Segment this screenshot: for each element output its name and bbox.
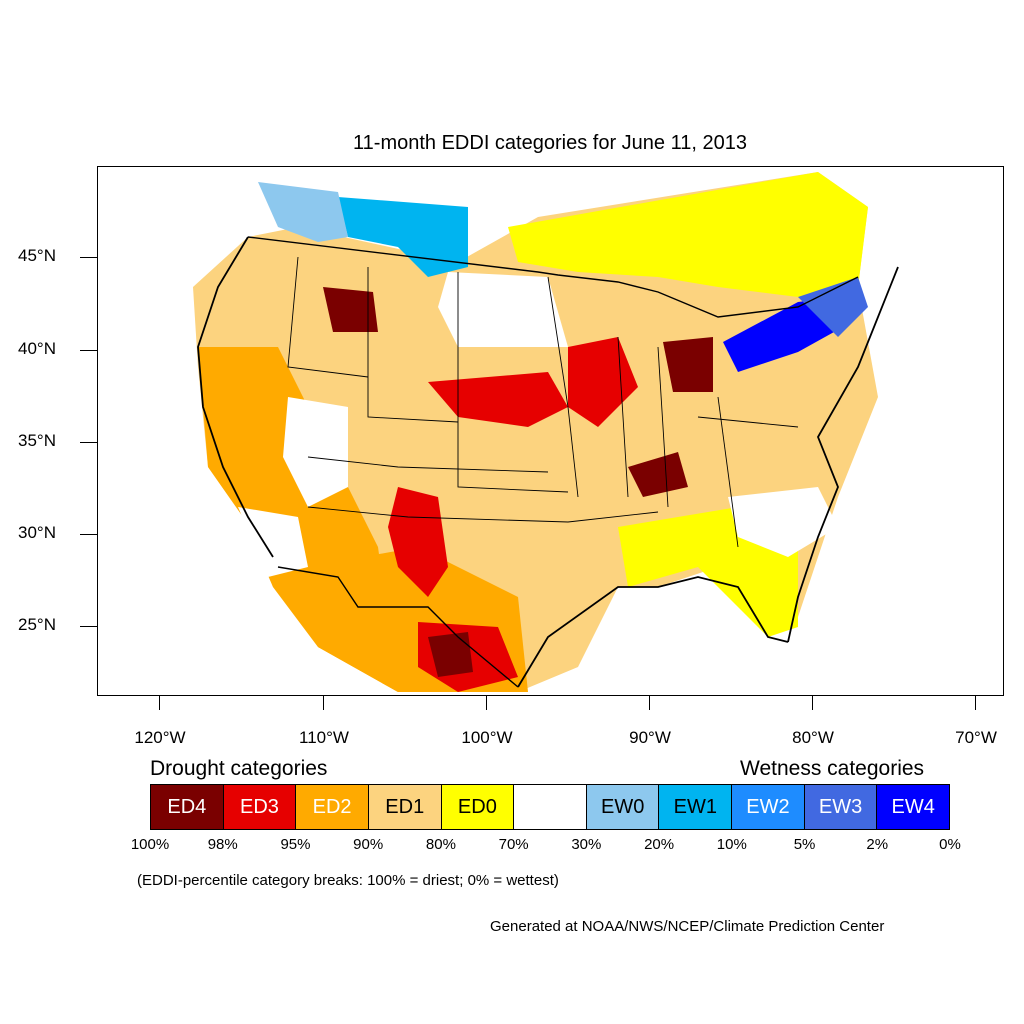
legend-percent-label: 20% <box>644 836 675 853</box>
region-southern-california-normal <box>238 507 308 577</box>
region-midwest-ed3 <box>568 337 638 427</box>
lon-label: 100°W <box>461 728 513 747</box>
legend-cell-ew0: EW0 <box>586 785 660 829</box>
lat-tick <box>80 626 97 627</box>
legend-cell-ed1: ED1 <box>368 785 442 829</box>
gulf-coastline <box>517 576 789 688</box>
legend-cell-ew4: EW4 <box>877 785 950 829</box>
region-northern-plains-ew0 <box>258 182 348 242</box>
eddi-map <box>97 166 1004 696</box>
lon-label: 90°W <box>629 728 671 747</box>
state-lines <box>287 256 799 548</box>
region-michigan-ed4 <box>663 337 713 392</box>
lat-tick <box>80 350 97 351</box>
lon-label: 80°W <box>792 728 834 747</box>
category-breaks-note: (EDDI-percentile category breaks: 100% =… <box>137 872 559 889</box>
credit-text: Generated at NOAA/NWS/NCEP/Climate Predi… <box>490 918 885 935</box>
lon-tick <box>812 696 813 710</box>
lon-tick <box>975 696 976 710</box>
lat-label: 45°N <box>18 246 56 265</box>
lon-tick <box>486 696 487 710</box>
lon-label: 110°W <box>299 728 349 747</box>
lat-tick <box>80 257 97 258</box>
legend-percent-label: 10% <box>716 836 747 853</box>
legend-cell-ew3: EW3 <box>804 785 878 829</box>
lon-label: 70°W <box>955 728 997 747</box>
us-canada-border <box>247 236 859 318</box>
east-coastline <box>787 266 899 643</box>
legend-cell-ed4: ED4 <box>151 785 224 829</box>
eddi-map-canvas <box>193 172 899 692</box>
lat-label: 40°N <box>18 339 56 358</box>
legend-percent-label: 98% <box>207 836 238 853</box>
region-carolinas-normal <box>728 487 838 557</box>
legend-cell-ew1: EW1 <box>659 785 733 829</box>
region-northern-plains-ew <box>338 197 468 277</box>
region-canada-ed0 <box>508 172 868 297</box>
lon-tick <box>649 696 650 710</box>
legend-percent-label: 70% <box>498 836 529 853</box>
region-plains-ed3 <box>428 372 568 427</box>
legend-cell-ed3: ED3 <box>223 785 297 829</box>
region-south-texas-ed4 <box>428 632 473 677</box>
lon-tick <box>159 696 160 710</box>
region-great-basin-normal <box>283 397 348 507</box>
region-dakotas-normal <box>438 272 568 347</box>
region-lake-ew3 <box>798 277 868 337</box>
legend-percent-label: 5% <box>793 836 816 853</box>
legend-colorbar: ED4 ED3 ED2 ED1 ED0 EW0 EW1 EW2 EW3 EW4 <box>150 784 950 830</box>
region-lake-ontario-ew4 <box>723 297 843 372</box>
legend-percent-label: 90% <box>353 836 384 853</box>
legend-percent-label: 2% <box>866 836 889 853</box>
map-title: 11-month EDDI categories for June 11, 20… <box>353 132 747 154</box>
drought-categories-title: Drought categories <box>150 757 328 780</box>
legend-percent-label: 0% <box>939 836 961 853</box>
legend-cell-normal <box>514 785 587 829</box>
legend-cell-ed2: ED2 <box>296 785 369 829</box>
region-texas-ed3 <box>388 487 448 597</box>
lat-tick <box>80 534 97 535</box>
lat-tick <box>80 442 97 443</box>
legend-percent-label: 30% <box>571 836 602 853</box>
lon-tick <box>323 696 324 710</box>
legend-percent-label: 95% <box>280 836 311 853</box>
lat-label: 30°N <box>18 523 56 542</box>
legend-cell-ed0: ED0 <box>441 785 515 829</box>
region-idaho-ed4 <box>323 287 378 332</box>
us-mexico-border <box>277 566 519 688</box>
legend-cell-ew2: EW2 <box>732 785 805 829</box>
west-coastline <box>197 236 274 558</box>
legend-percent-label: 100% <box>130 836 170 853</box>
lon-label: 120°W <box>134 728 186 747</box>
lat-label: 25°N <box>18 615 56 634</box>
region-ohio-valley-ed4 <box>628 452 688 497</box>
lat-label: 35°N <box>18 431 56 450</box>
legend-percent-label: 80% <box>425 836 456 853</box>
wetness-categories-title: Wetness categories <box>740 757 925 780</box>
